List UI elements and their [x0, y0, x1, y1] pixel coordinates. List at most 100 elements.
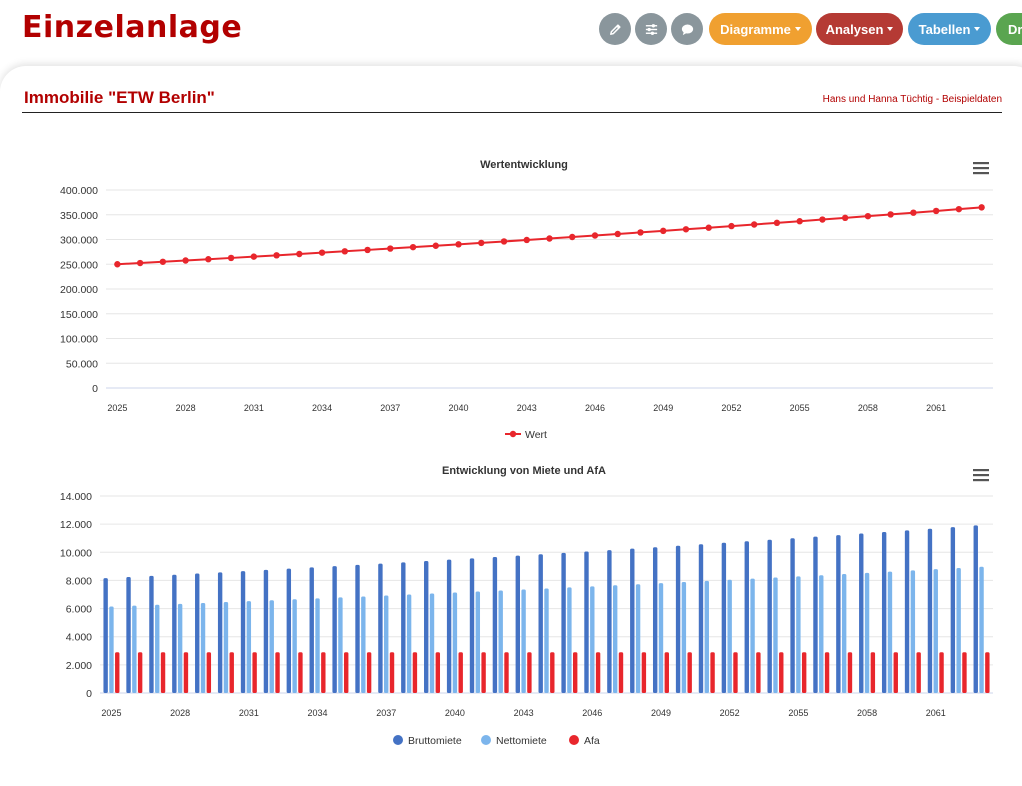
bar[interactable]: [916, 652, 921, 693]
bar[interactable]: [664, 652, 669, 693]
bar[interactable]: [338, 597, 343, 693]
bar[interactable]: [481, 652, 486, 693]
bar[interactable]: [292, 599, 297, 693]
bar[interactable]: [687, 652, 692, 693]
bar[interactable]: [847, 652, 853, 693]
data-point[interactable]: [910, 209, 917, 216]
data-point[interactable]: [341, 248, 349, 255]
bar[interactable]: [893, 652, 898, 693]
bar[interactable]: [727, 579, 732, 693]
data-point[interactable]: [887, 211, 894, 218]
bar[interactable]: [887, 571, 893, 693]
settings-button[interactable]: [635, 13, 667, 45]
data-point[interactable]: [591, 232, 599, 239]
bar[interactable]: [229, 652, 234, 693]
legend-item[interactable]: Wert: [505, 429, 547, 441]
data-point[interactable]: [750, 221, 758, 228]
bar[interactable]: [939, 652, 944, 693]
bar[interactable]: [618, 652, 624, 693]
edit-button[interactable]: [599, 13, 631, 45]
bar[interactable]: [412, 652, 418, 693]
bar[interactable]: [864, 572, 870, 693]
menu-tabellen[interactable]: Tabellen: [908, 13, 991, 45]
bar[interactable]: [332, 566, 337, 693]
bar[interactable]: [498, 590, 503, 693]
bar[interactable]: [246, 601, 252, 693]
bar[interactable]: [115, 652, 120, 693]
bar[interactable]: [378, 563, 383, 693]
bar[interactable]: [252, 652, 257, 693]
bar[interactable]: [298, 652, 303, 693]
bar[interactable]: [962, 652, 967, 693]
bar[interactable]: [756, 652, 761, 693]
bar[interactable]: [195, 573, 200, 693]
data-point[interactable]: [841, 214, 849, 222]
bar[interactable]: [132, 605, 137, 693]
bar[interactable]: [550, 652, 555, 693]
bar[interactable]: [801, 652, 807, 693]
legend-item[interactable]: Bruttomiete: [393, 735, 462, 747]
bar[interactable]: [819, 575, 824, 693]
bar[interactable]: [155, 604, 160, 693]
data-point[interactable]: [932, 207, 940, 215]
bar[interactable]: [859, 533, 864, 693]
data-point[interactable]: [227, 254, 235, 262]
bar[interactable]: [389, 652, 395, 693]
bar[interactable]: [572, 652, 578, 693]
bar[interactable]: [429, 593, 435, 693]
bar[interactable]: [841, 574, 847, 693]
data-point[interactable]: [569, 233, 576, 241]
bar[interactable]: [286, 568, 292, 693]
bar[interactable]: [206, 652, 212, 693]
bar[interactable]: [635, 584, 641, 693]
data-point[interactable]: [205, 256, 212, 263]
bar[interactable]: [973, 525, 978, 693]
bar[interactable]: [744, 541, 749, 693]
bar[interactable]: [641, 652, 647, 693]
bar[interactable]: [344, 652, 349, 693]
bar[interactable]: [544, 588, 549, 693]
bar[interactable]: [796, 576, 801, 693]
bar[interactable]: [446, 559, 452, 693]
data-point[interactable]: [250, 253, 258, 260]
bar[interactable]: [710, 652, 715, 693]
data-point[interactable]: [159, 258, 167, 265]
bar[interactable]: [904, 530, 910, 693]
bar[interactable]: [492, 557, 498, 693]
bar[interactable]: [309, 567, 314, 693]
legend-item[interactable]: Nettomiete: [481, 735, 547, 747]
data-point[interactable]: [682, 226, 690, 233]
bar[interactable]: [315, 598, 320, 693]
data-point[interactable]: [432, 242, 439, 249]
data-point[interactable]: [546, 235, 553, 242]
bar[interactable]: [263, 569, 269, 693]
bar[interactable]: [521, 589, 526, 693]
data-point[interactable]: [409, 243, 417, 251]
bar[interactable]: [612, 585, 618, 693]
bar[interactable]: [561, 552, 566, 693]
bar[interactable]: [927, 528, 933, 693]
bar[interactable]: [584, 551, 589, 693]
data-point[interactable]: [296, 250, 303, 258]
data-point[interactable]: [955, 205, 963, 213]
bar[interactable]: [321, 652, 326, 693]
bar[interactable]: [733, 652, 738, 693]
bar[interactable]: [910, 570, 916, 693]
menu-druck[interactable]: Dr: [996, 13, 1022, 45]
bar[interactable]: [384, 595, 389, 693]
bar[interactable]: [361, 596, 366, 693]
bar[interactable]: [109, 606, 114, 693]
bar[interactable]: [538, 554, 543, 693]
data-point[interactable]: [500, 238, 508, 245]
bar[interactable]: [836, 535, 841, 693]
data-point[interactable]: [136, 259, 144, 267]
bar[interactable]: [985, 652, 990, 693]
bar[interactable]: [658, 583, 664, 693]
bar[interactable]: [933, 569, 938, 693]
bar[interactable]: [675, 545, 681, 693]
data-point[interactable]: [864, 212, 872, 220]
legend-item[interactable]: Afa: [569, 735, 600, 747]
bar[interactable]: [469, 558, 475, 693]
bar[interactable]: [681, 582, 687, 693]
data-point[interactable]: [705, 224, 712, 231]
